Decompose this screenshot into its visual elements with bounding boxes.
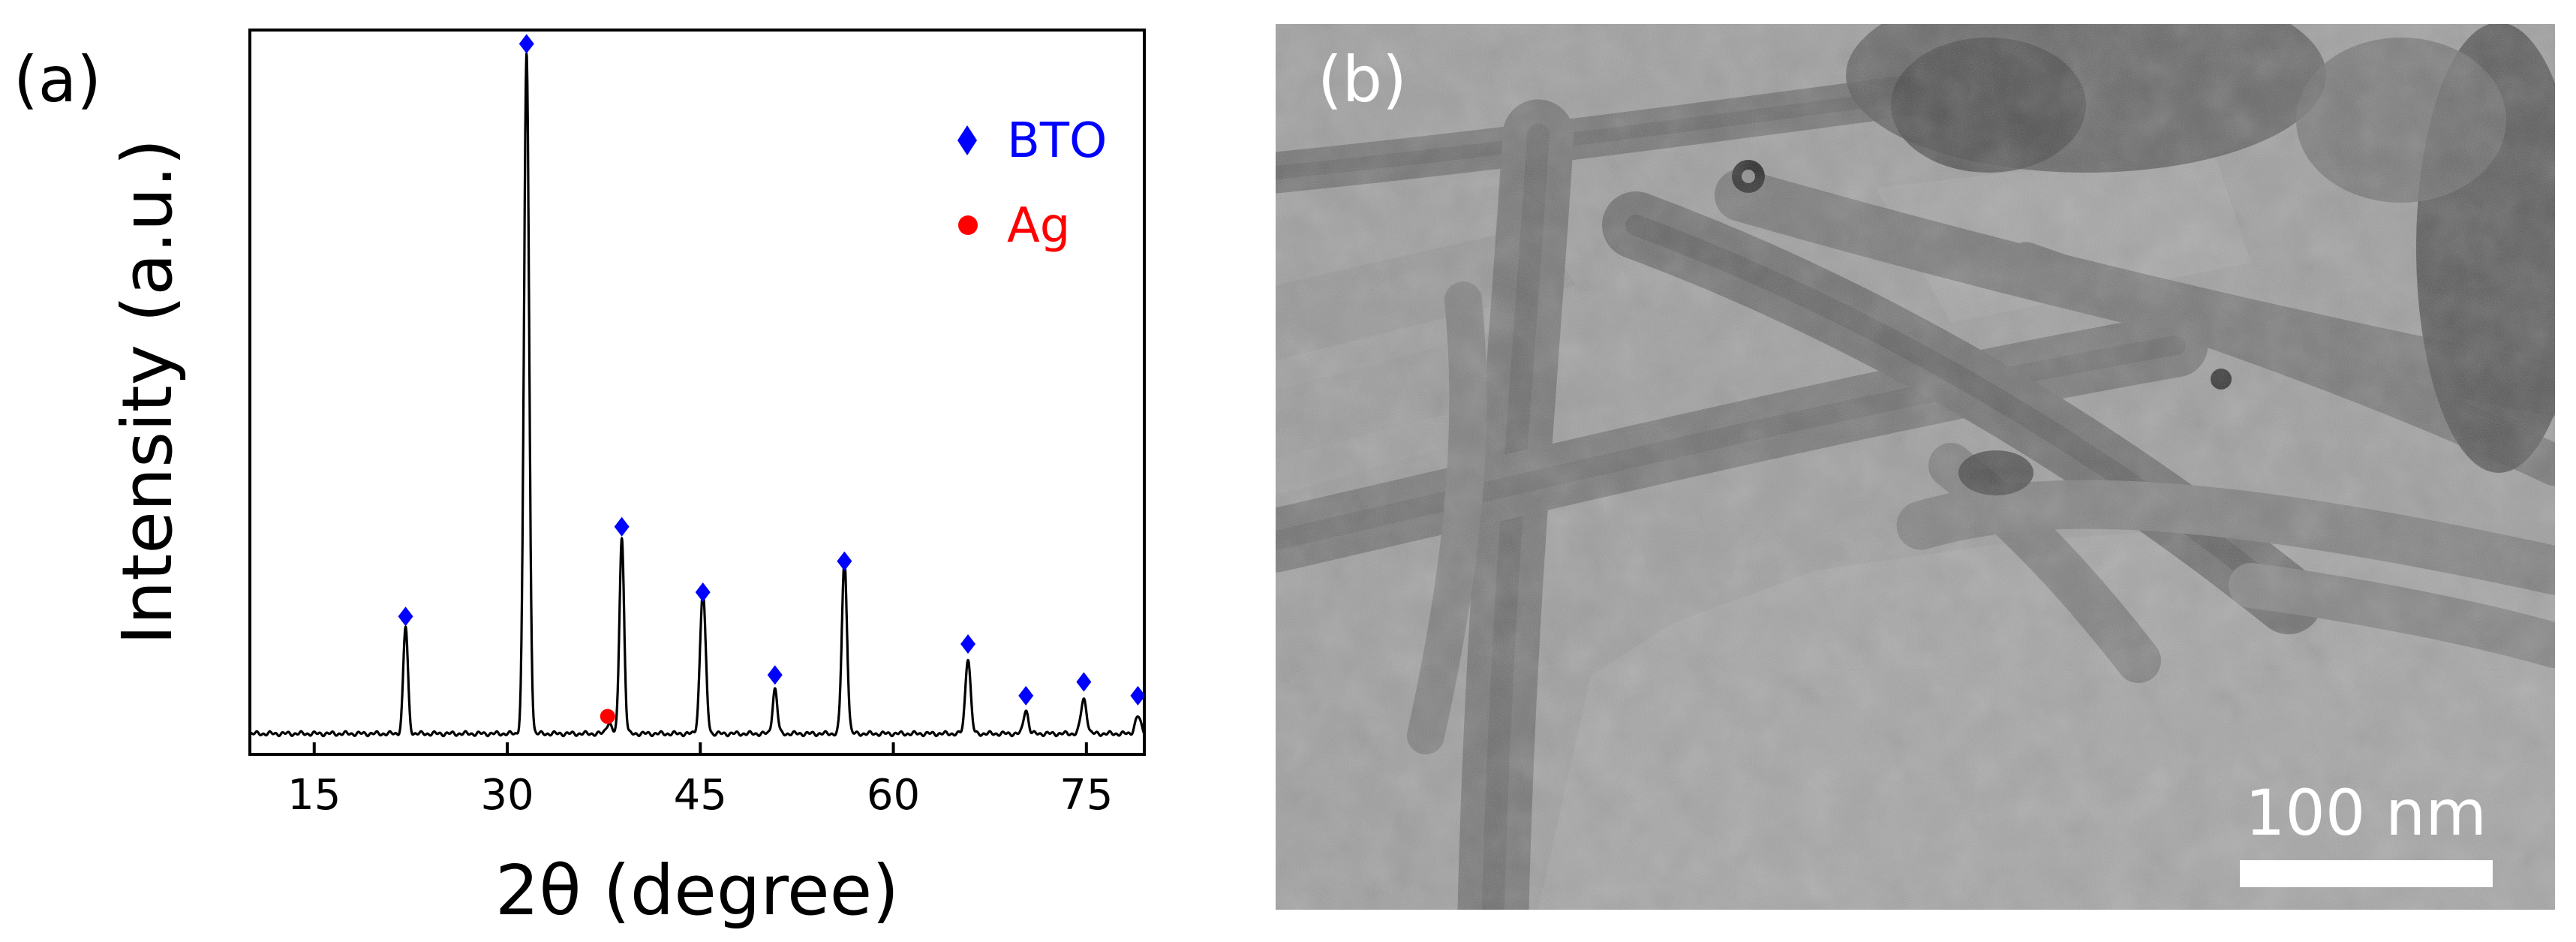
bto-peak-marker [614,516,630,537]
x-tick-label: 30 [480,771,534,820]
bto-peak-marker [519,34,534,54]
ag-peak-marker [600,709,615,724]
tem-micrograph [1276,24,2555,910]
xrd-pattern-line [250,52,1144,738]
y-axis-title: Intensity (a.u.) [107,139,188,646]
legend-ag-label: Ag [1007,198,1070,254]
bto-peak-marker [1018,685,1034,706]
x-tick-label: 60 [867,771,920,820]
bto-peak-marker [837,551,852,571]
bto-peak-marker [695,582,711,603]
x-tick-label: 45 [674,771,727,820]
xrd-chart-panel: (a) 15 30 45 60 75 2θ (degree) Intensity (a.… [14,29,1146,931]
x-tick-label: 75 [1060,771,1113,820]
legend-ag-circle-marker [958,215,978,235]
legend-bto-label: BTO [1007,113,1107,169]
x-axis-title: 2θ (degree) [495,850,899,931]
scale-bar-label: 100 nm [2245,776,2487,850]
legend-bto-diamond-marker [957,125,977,155]
bto-peak-marker [398,606,413,627]
bto-peak-marker [960,634,976,654]
xrd-plot-area [250,34,1144,738]
panel-b-label: (b) [1318,43,1407,116]
bto-peak-marker [1130,685,1144,706]
bto-peak-marker [1076,672,1092,692]
x-tick-label: 15 [287,771,341,820]
legend: BTO Ag [957,113,1107,254]
peak-markers [398,34,1144,724]
scale-bar-line [2240,860,2493,887]
scale-bar: 100 nm [2240,776,2493,887]
plot-frame [248,29,1146,756]
bto-peak-marker [767,665,783,685]
tem-image-panel: (b) 100 nm [1276,24,2555,910]
x-axis-ticks: 15 30 45 60 75 [287,742,1113,820]
panel-a-label: (a) [14,43,101,116]
